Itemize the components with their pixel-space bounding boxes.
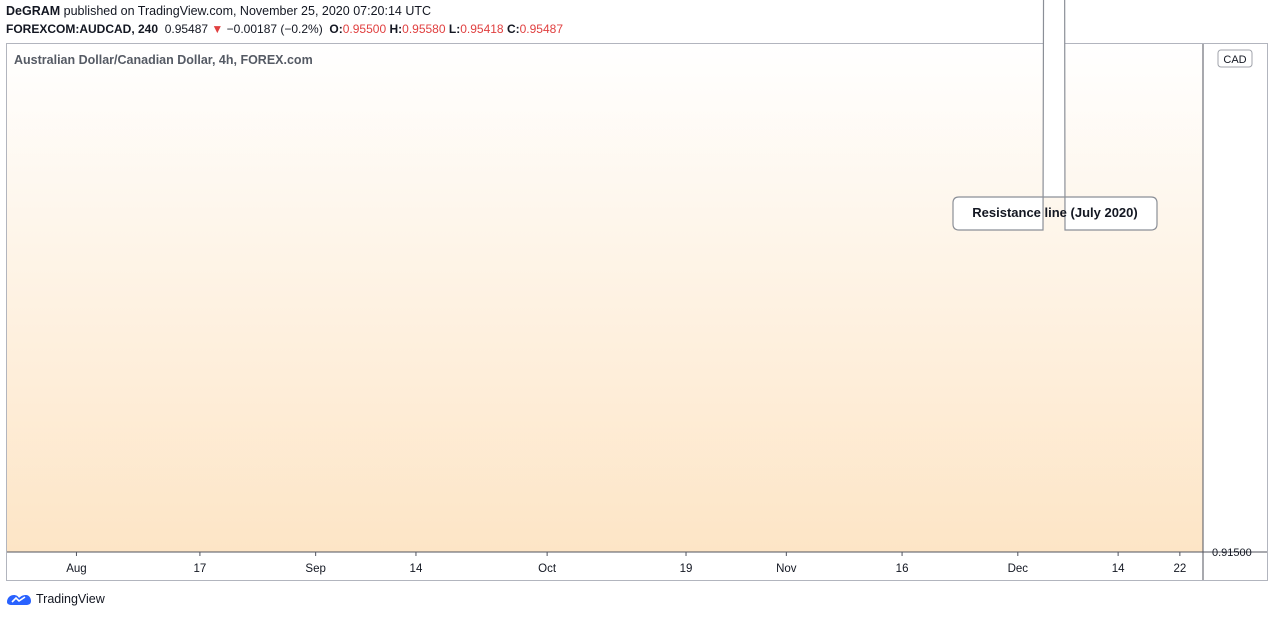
- symbol-name: FOREXCOM:AUDCAD, 240: [6, 22, 159, 36]
- published-text: published on TradingView.com, November 2…: [63, 4, 432, 18]
- tradingview-brand: TradingView: [36, 592, 105, 606]
- currency-badge: CAD: [1217, 49, 1253, 68]
- time-tick-label: 16: [896, 563, 909, 575]
- time-tick-label: 17: [194, 563, 207, 575]
- time-tick-label: Oct: [538, 563, 557, 575]
- low-value: 0.95418: [460, 22, 504, 36]
- high-value: 0.95580: [402, 22, 446, 36]
- currency-label: CAD: [1223, 54, 1246, 66]
- time-tick-label: 14: [410, 563, 423, 575]
- close-label: C:: [506, 22, 520, 36]
- time-tick-label: 19: [680, 563, 693, 575]
- time-tick-label: Nov: [776, 563, 797, 575]
- price-axis[interactable]: 0.91500: [1203, 547, 1252, 559]
- time-tick-label: Dec: [1008, 563, 1029, 575]
- time-tick-label: Aug: [66, 563, 86, 575]
- author-name[interactable]: DeGRAM: [6, 4, 61, 18]
- time-tick-label: 14: [1112, 563, 1125, 575]
- annotation-bubble: [952, 0, 1158, 231]
- annotation-text: Resistance line (July 2020): [972, 205, 1137, 220]
- publish-info: DeGRAM published on TradingView.com, Nov…: [6, 4, 431, 18]
- annotation-callout: Resistance line (July 2020): [952, 0, 1158, 231]
- high-label: H:: [389, 22, 403, 36]
- open-value: 0.95500: [342, 22, 387, 36]
- open-label: O:: [329, 22, 343, 36]
- chart-frame: [6, 43, 1268, 581]
- price-change: −0.00187 (−0.2%): [226, 22, 323, 36]
- change-down-icon: ▼: [211, 22, 224, 36]
- tradingview-logo-icon: [7, 595, 31, 605]
- last-price: 0.95487: [164, 22, 209, 36]
- symbol-info: FOREXCOM:AUDCAD, 240 0.95487 ▼ −0.00187 …: [6, 22, 563, 36]
- close-value: 0.95487: [519, 22, 564, 36]
- low-label: L:: [448, 22, 461, 36]
- time-axis[interactable]: Aug 17 Sep 14 Oct 19 Nov 16 Dec 14 22: [66, 552, 1186, 575]
- price-tick-label: 0.91500: [1212, 547, 1252, 559]
- tradingview-footer[interactable]: TradingView: [6, 592, 105, 606]
- time-tick-label: Sep: [305, 563, 325, 575]
- time-tick-label: 22: [1173, 563, 1186, 575]
- chart-title: Australian Dollar/Canadian Dollar, 4h, F…: [14, 53, 313, 67]
- plot-background[interactable]: [7, 44, 1203, 552]
